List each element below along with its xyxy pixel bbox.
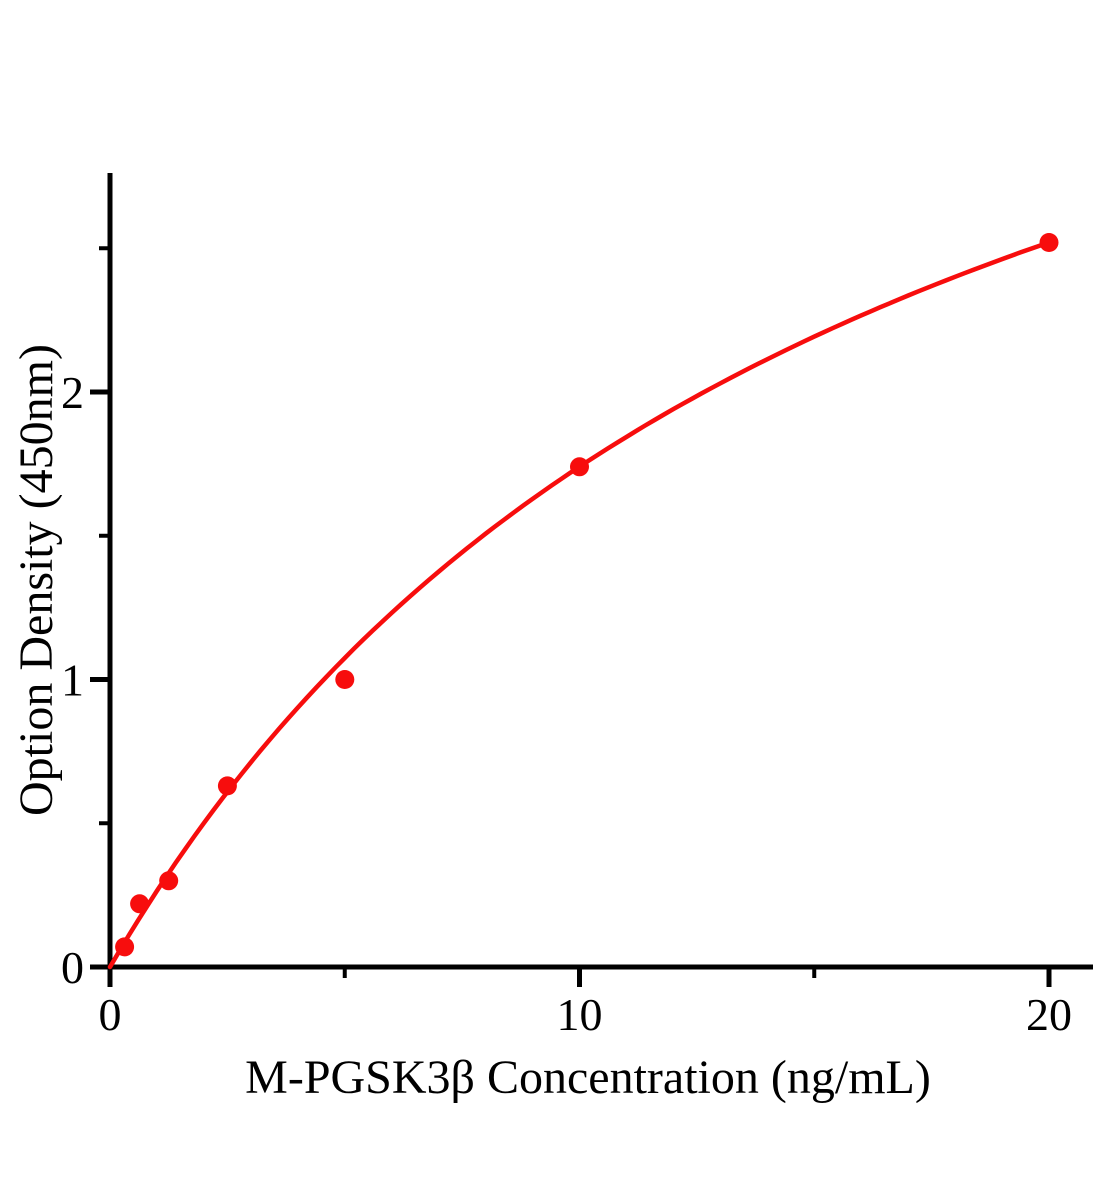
scatter-points — [115, 233, 1059, 957]
data-point — [217, 776, 237, 796]
x-tick-label: 10 — [557, 989, 603, 1040]
x-axis: 0 10 20 M-PGSK3β Concentration (ng/mL) — [99, 964, 1093, 1104]
y-axis-tick-labels: 0 1 2 — [61, 367, 84, 993]
x-tick-label: 20 — [1026, 989, 1072, 1040]
y-tick-label: 1 — [61, 655, 84, 706]
y-axis-ticks — [90, 246, 110, 970]
data-point — [335, 670, 355, 689]
data-point — [130, 894, 150, 914]
x-axis-ticks — [107, 967, 1052, 987]
x-axis-tick-labels: 0 10 20 — [99, 989, 1073, 1040]
y-tick-label: 2 — [61, 367, 84, 418]
fit-curve-line — [107, 240, 1052, 970]
y-axis: 0 1 2 Option Density (450nm) — [10, 173, 113, 993]
y-tick-label: 0 — [61, 942, 84, 993]
data-point — [115, 937, 135, 957]
data-point — [159, 871, 179, 891]
x-axis-title: M-PGSK3β Concentration (ng/mL) — [245, 1051, 931, 1104]
x-tick-label: 0 — [99, 989, 122, 1040]
y-axis-title: Option Density (450nm) — [10, 344, 63, 816]
data-point — [1039, 233, 1059, 252]
data-point — [570, 457, 589, 477]
